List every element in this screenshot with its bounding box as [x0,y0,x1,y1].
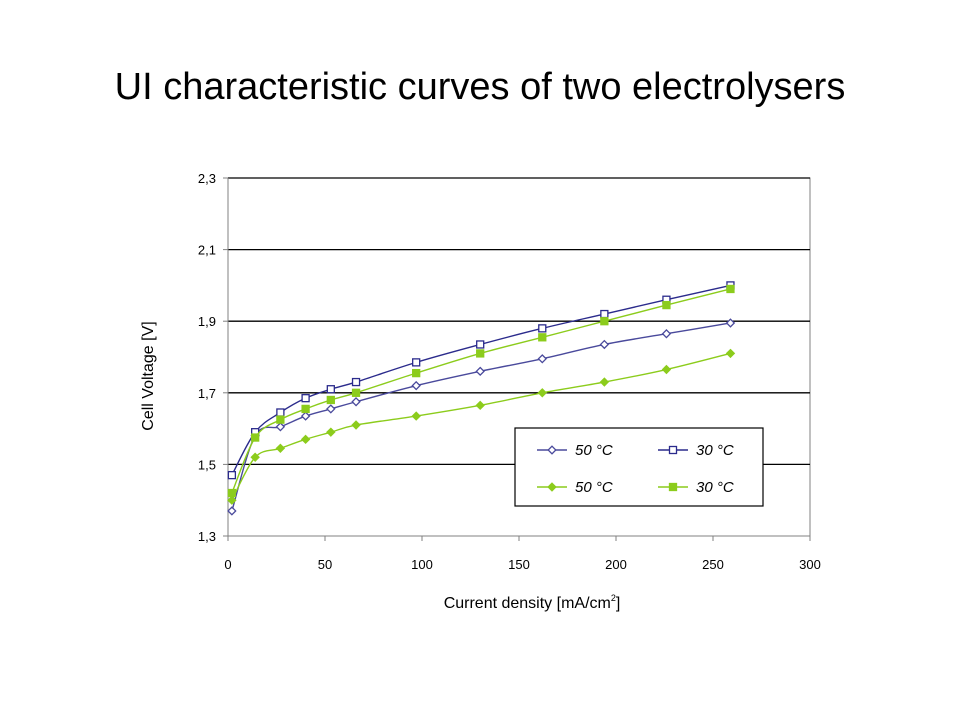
y-tick-label: 1,5 [198,457,216,472]
data-point [251,433,260,442]
data-point [537,388,547,398]
legend-label: 30 °C [696,442,734,459]
data-point [275,443,286,454]
x-tick-label: 0 [224,557,231,572]
data-point [668,482,678,492]
data-point [412,358,421,367]
data-point [326,395,335,405]
data-point [538,324,547,333]
legend-item: 30 °C [658,442,734,459]
grid-lines [228,177,810,466]
legend-item: 50 °C [537,479,613,496]
legend-items: 50 °C 30 °C 50 °C 30 °C [537,442,734,496]
data-point [300,434,311,445]
x-tick-label: 200 [605,557,627,572]
y-tick-label: 1,9 [198,314,216,329]
data-point [326,404,336,414]
data-point [600,309,609,319]
data-point [351,377,361,387]
x-axis-ticks: 0 50 100 150 200 250 300 [224,536,821,572]
data-point [661,329,672,339]
data-point [276,408,285,417]
x-tick-label: 100 [411,557,433,572]
series-layer [227,281,736,516]
data-point [547,482,557,492]
y-tick-label: 1,7 [198,386,216,401]
data-point [227,495,237,505]
x-axis-label-suffix: ] [616,595,620,612]
data-point [547,445,557,455]
x-axis-label: Current density [mA/cm2] [444,593,621,612]
x-tick-label: 150 [508,557,530,572]
data-point [301,404,310,414]
x-tick-label: 300 [799,557,821,572]
data-point [662,300,671,310]
data-point [300,411,311,421]
data-point [326,385,335,394]
data-point [661,364,672,375]
data-point [227,506,237,516]
legend-label: 30 °C [696,479,734,496]
series-3 [227,284,735,498]
data-point [411,411,421,421]
data-point [599,339,610,350]
data-point [227,470,237,480]
legend: 50 °C 30 °C 50 °C 30 °C [514,427,764,507]
data-point [725,348,736,359]
y-tick-label: 1,3 [198,529,216,544]
y-tick-label: 2,3 [198,171,216,186]
data-point [227,488,237,498]
data-point [276,415,285,424]
data-point [250,452,260,462]
series-2 [227,348,736,505]
data-point [301,394,310,403]
data-point [725,318,736,328]
data-point [476,349,485,358]
data-point [668,445,678,455]
legend-label: 50 °C [575,479,613,496]
data-point [726,284,735,294]
data-point [600,317,609,326]
data-point [537,354,547,364]
x-axis-label-main: Current density [mA/cm [444,595,611,612]
data-point [326,427,336,437]
series-0 [227,318,736,516]
y-tick-label: 2,1 [198,243,216,258]
legend-item: 30 °C [658,479,734,496]
x-tick-label: 50 [318,557,332,572]
data-point [538,333,547,342]
data-point [412,368,421,378]
legend-box [514,427,764,507]
data-point [351,388,361,397]
data-point [476,340,485,349]
data-point [351,420,361,430]
data-point [475,400,485,411]
legend-label: 50 °C [575,442,613,459]
y-axis-ticks: 1,3 1,5 1,7 1,9 2,1 2,3 [198,171,228,544]
chart-title: UI characteristic curves of two electrol… [114,66,846,108]
x-tick-label: 250 [702,557,724,572]
data-point [411,380,421,391]
data-point [475,366,485,377]
data-point [275,422,286,432]
data-point [351,397,361,407]
y-axis-label: Cell Voltage [V] [140,321,157,430]
legend-item: 50 °C [537,442,613,459]
x-axis-label-superscript: 2 [611,593,616,603]
data-point [599,377,610,387]
